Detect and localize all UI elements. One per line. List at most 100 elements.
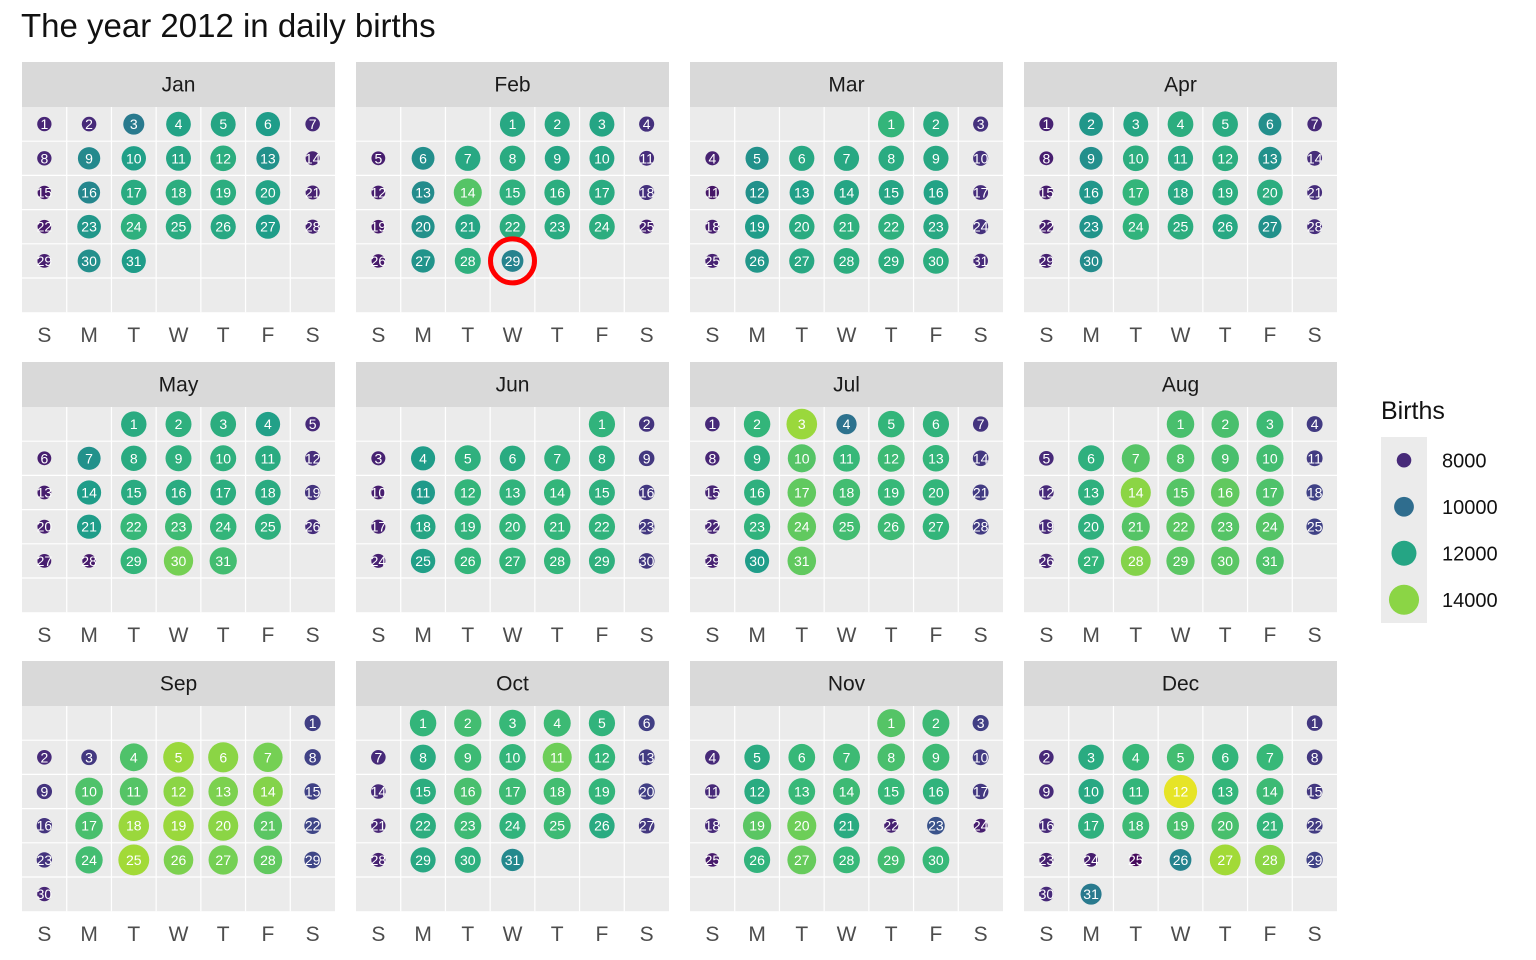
day-label: 6 [264, 116, 272, 132]
day-point [743, 410, 771, 438]
weekday-label: M [1082, 624, 1100, 647]
day-label: 30 [1039, 886, 1055, 902]
day-point [501, 249, 524, 272]
day-point [1078, 513, 1105, 540]
day-label: 3 [977, 715, 985, 731]
day-label: 15 [505, 185, 521, 201]
weekday-label: T [1129, 923, 1142, 946]
day-label: 26 [371, 253, 387, 269]
day-label: 24 [126, 219, 142, 235]
day-label: 17 [1083, 818, 1099, 834]
day-point [705, 185, 720, 200]
day-point [1166, 743, 1195, 771]
day-label: 15 [415, 784, 431, 800]
day-point [118, 844, 150, 876]
facet-strip [1024, 661, 1337, 706]
day-label: 26 [749, 852, 765, 868]
day-point [787, 845, 817, 875]
day-label: 28 [460, 253, 476, 269]
day-point [638, 484, 655, 501]
day-point [37, 219, 52, 234]
day-point [1307, 150, 1323, 166]
day-point [744, 479, 771, 506]
day-point [638, 749, 655, 766]
day-point [1306, 518, 1323, 535]
day-label: 18 [839, 485, 855, 501]
day-label: 3 [598, 116, 606, 132]
weekday-label: T [127, 923, 140, 946]
day-label: 14 [839, 784, 855, 800]
weekday-label: S [306, 324, 320, 347]
day-label: 10 [126, 150, 142, 166]
day-label: 24 [594, 219, 610, 235]
day-point [37, 886, 52, 902]
day-label: 11 [1129, 784, 1144, 800]
day-label: 17 [1128, 185, 1144, 201]
day-point [1211, 444, 1239, 473]
day-label: 4 [264, 416, 272, 432]
day-label: 7 [309, 116, 317, 132]
day-label: 18 [705, 219, 721, 235]
day-label: 3 [1087, 749, 1095, 765]
day-point [833, 444, 860, 472]
day-point [210, 214, 236, 240]
day-label: 23 [1039, 852, 1055, 868]
day-label: 24 [81, 852, 97, 868]
day-label: 15 [1039, 185, 1055, 201]
weekday-label: T [885, 324, 898, 347]
day-label: 4 [1177, 116, 1185, 132]
day-point [588, 513, 616, 540]
facet-strip-label: May [159, 374, 199, 397]
day-label: 9 [1042, 784, 1050, 800]
day-point [371, 784, 386, 799]
weekday-label: W [503, 324, 523, 347]
day-label: 17 [126, 185, 142, 201]
day-label: 24 [215, 519, 231, 535]
day-label: 25 [839, 519, 855, 535]
weekday-label: M [414, 624, 432, 647]
day-label: 8 [887, 749, 895, 765]
day-label: 6 [798, 150, 806, 166]
day-label: 1 [887, 715, 895, 731]
day-label: 24 [1128, 219, 1144, 235]
day-point [1255, 512, 1284, 541]
weekday-label: T [551, 324, 564, 347]
day-label: 22 [1039, 219, 1055, 235]
day-point [877, 846, 905, 874]
day-label: 8 [887, 150, 895, 166]
day-label: 25 [126, 852, 142, 868]
day-label: 28 [839, 852, 855, 868]
day-label: 27 [794, 253, 810, 269]
day-label: 22 [1307, 818, 1323, 834]
day-point [499, 709, 526, 737]
day-label: 15 [883, 784, 899, 800]
day-label: 11 [639, 150, 654, 166]
day-point [371, 151, 386, 166]
day-point [304, 817, 321, 835]
day-label: 5 [753, 749, 761, 765]
day-point [163, 546, 194, 576]
day-point [165, 445, 192, 472]
weekday-label: S [974, 923, 988, 946]
weekday-label: F [262, 324, 275, 347]
day-point [705, 451, 720, 466]
day-label: 17 [973, 784, 989, 800]
day-label: 2 [1042, 749, 1050, 765]
day-label: 19 [1039, 519, 1055, 535]
day-point [1212, 111, 1238, 137]
day-label: 21 [839, 818, 855, 834]
day-point [1122, 213, 1149, 240]
weekday-label: S [371, 624, 385, 647]
weekday-label: S [974, 624, 988, 647]
day-point [834, 180, 859, 205]
day-point [705, 151, 720, 166]
day-label: 20 [215, 818, 231, 834]
day-point [878, 180, 904, 205]
day-label: 2 [932, 715, 940, 731]
day-label: 13 [215, 784, 231, 800]
day-label: 5 [1221, 116, 1229, 132]
day-point [1120, 545, 1151, 576]
